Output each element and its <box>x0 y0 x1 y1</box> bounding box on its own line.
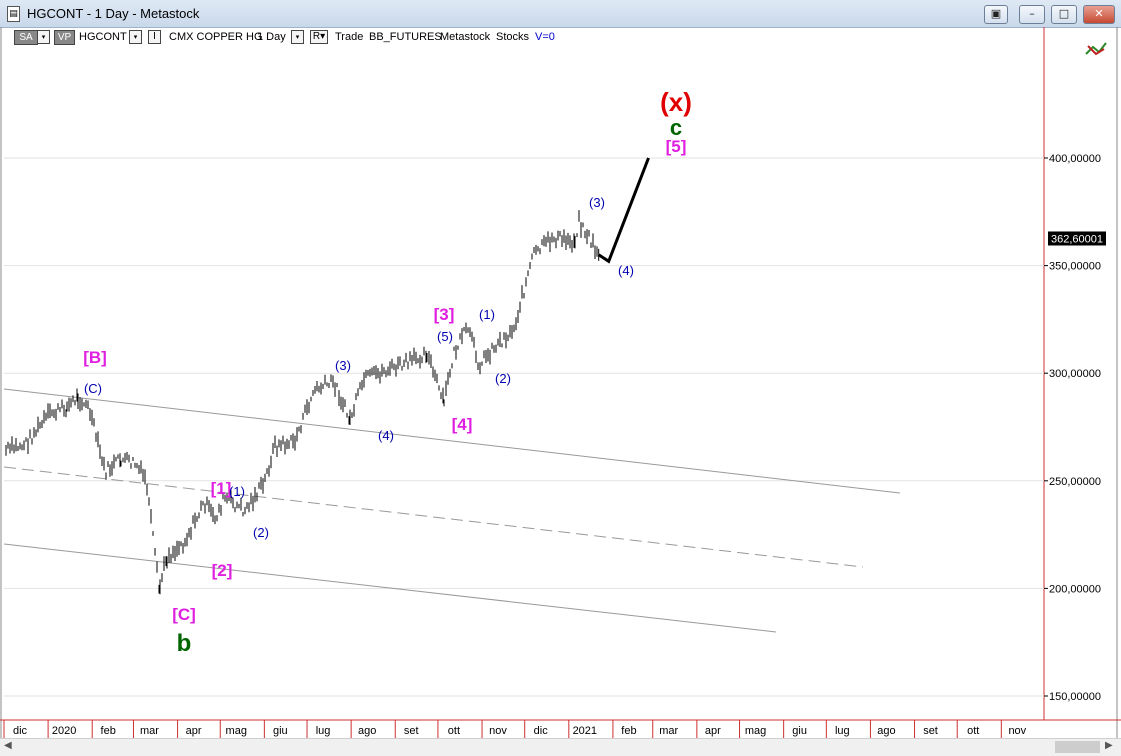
x-tick-label: ott <box>448 725 460 737</box>
sa-dropdown[interactable]: ▾ <box>37 30 50 44</box>
x-tick-label: nov <box>1008 725 1026 737</box>
wave-projection-line <box>597 157 650 264</box>
wave-label: [5] <box>666 137 687 156</box>
price-bars <box>5 210 600 595</box>
y-tick-label: 400,00000 <box>1049 153 1101 165</box>
x-tick-label: dic <box>534 725 549 737</box>
trade-label[interactable]: Trade <box>335 31 364 43</box>
maximize-button[interactable]: □ <box>1051 5 1077 24</box>
chart-frame <box>0 27 1121 738</box>
r-button[interactable]: R▾ <box>310 30 328 44</box>
y-tick-label: 350,00000 <box>1049 261 1101 273</box>
x-tick-label: ott <box>967 725 979 737</box>
x-tick-label: mar <box>140 725 159 737</box>
x-tick-label: 2020 <box>52 725 76 737</box>
sa-button[interactable]: SA <box>14 30 38 45</box>
wave-label: (2) <box>495 371 511 386</box>
close-button[interactable]: ✕ <box>1083 5 1115 24</box>
wave-label: [1] <box>211 479 232 498</box>
wave-label: [C] <box>172 605 196 624</box>
x-tick-label: dic <box>13 725 28 737</box>
period-label: 1 Day <box>257 31 286 43</box>
scroll-left-icon[interactable]: ◀ <box>4 740 12 751</box>
x-tick-label: set <box>404 725 419 737</box>
source-label: BB_FUTURES <box>369 31 442 43</box>
wave-label: (2) <box>253 525 269 540</box>
chart-toolbar: SA ▾ VP HGCONT ▾ I CMX COPPER HG 1 Day ▾… <box>0 27 1121 48</box>
wave-label: (3) <box>335 358 351 373</box>
y-tick-label: 200,00000 <box>1049 583 1101 595</box>
wave-label: (3) <box>589 195 605 210</box>
wave-label: (1) <box>479 307 495 322</box>
x-tick-label: mag <box>226 725 247 737</box>
minimize-button[interactable]: – <box>1019 5 1045 24</box>
stocks-label: Stocks <box>496 31 530 43</box>
x-tick-label: giu <box>273 725 288 737</box>
x-tick-label: apr <box>705 725 721 737</box>
wave-label: (5) <box>437 329 453 344</box>
price-chart[interactable]: 150,00000 200,00000 250,00000 300,00000 350,… <box>0 0 1121 738</box>
scroll-right-icon[interactable]: ▶ <box>1105 740 1113 751</box>
volume-label: V=0 <box>535 31 555 43</box>
last-price-tag <box>1048 231 1106 246</box>
wave-label: (1) <box>229 484 245 499</box>
restore-doc-button[interactable]: ▣ <box>984 5 1008 24</box>
wave-label: (4) <box>618 263 634 278</box>
vp-button[interactable]: VP <box>54 30 75 45</box>
x-tick-label: nov <box>489 725 507 737</box>
wave-label: (4) <box>378 428 394 443</box>
channel-lines <box>3 388 901 633</box>
x-tick-label: apr <box>186 725 202 737</box>
instrument-label: CMX COPPER HG <box>169 31 263 43</box>
wave-label: [4] <box>452 415 473 434</box>
metastock-label: Metastock <box>440 31 491 43</box>
x-tick-label: 2021 <box>573 725 597 737</box>
title-bar: ▤ HGCONT - 1 Day - Metastock ▣ – □ ✕ <box>0 0 1121 28</box>
wave-label: (C) <box>84 381 102 396</box>
wave-label: [B] <box>83 348 107 367</box>
y-tick-label: 300,00000 <box>1049 368 1101 380</box>
projection-line <box>597 157 650 264</box>
x-tick-label: lug <box>316 725 331 737</box>
x-tick-label: set <box>923 725 938 737</box>
wave-label: [3] <box>434 305 455 324</box>
x-tick-label: feb <box>101 725 116 737</box>
y-tick-label: 150,00000 <box>1049 691 1101 703</box>
horizontal-scrollbar[interactable]: ◀ ▶ <box>0 738 1121 756</box>
symbol-label: HGCONT <box>79 31 127 43</box>
symbol-dropdown[interactable]: ▾ <box>129 30 142 44</box>
wave-label: [2] <box>212 561 233 580</box>
last-price-label: 362,60001 <box>1051 233 1103 245</box>
wave-label: b <box>177 630 192 657</box>
x-tick-label: mag <box>745 725 766 737</box>
y-tick-label: 250,00000 <box>1049 476 1101 488</box>
info-button[interactable]: I <box>148 30 161 44</box>
chart-tools-icon[interactable] <box>1085 42 1107 56</box>
r-label: R <box>312 31 321 42</box>
document-icon: ▤ <box>7 6 20 22</box>
x-tick-label: mar <box>659 725 678 737</box>
wave-label: (x) <box>660 87 692 117</box>
period-dropdown[interactable]: ▾ <box>291 30 304 44</box>
x-tick-label: ago <box>877 725 895 737</box>
x-tick-label: giu <box>792 725 807 737</box>
wave-label: c <box>670 115 682 140</box>
x-tick-label: lug <box>835 725 850 737</box>
window-title: HGCONT - 1 Day - Metastock <box>27 6 200 21</box>
x-tick-label: feb <box>621 725 636 737</box>
scroll-thumb[interactable] <box>1055 741 1100 753</box>
x-tick-label: ago <box>358 725 376 737</box>
